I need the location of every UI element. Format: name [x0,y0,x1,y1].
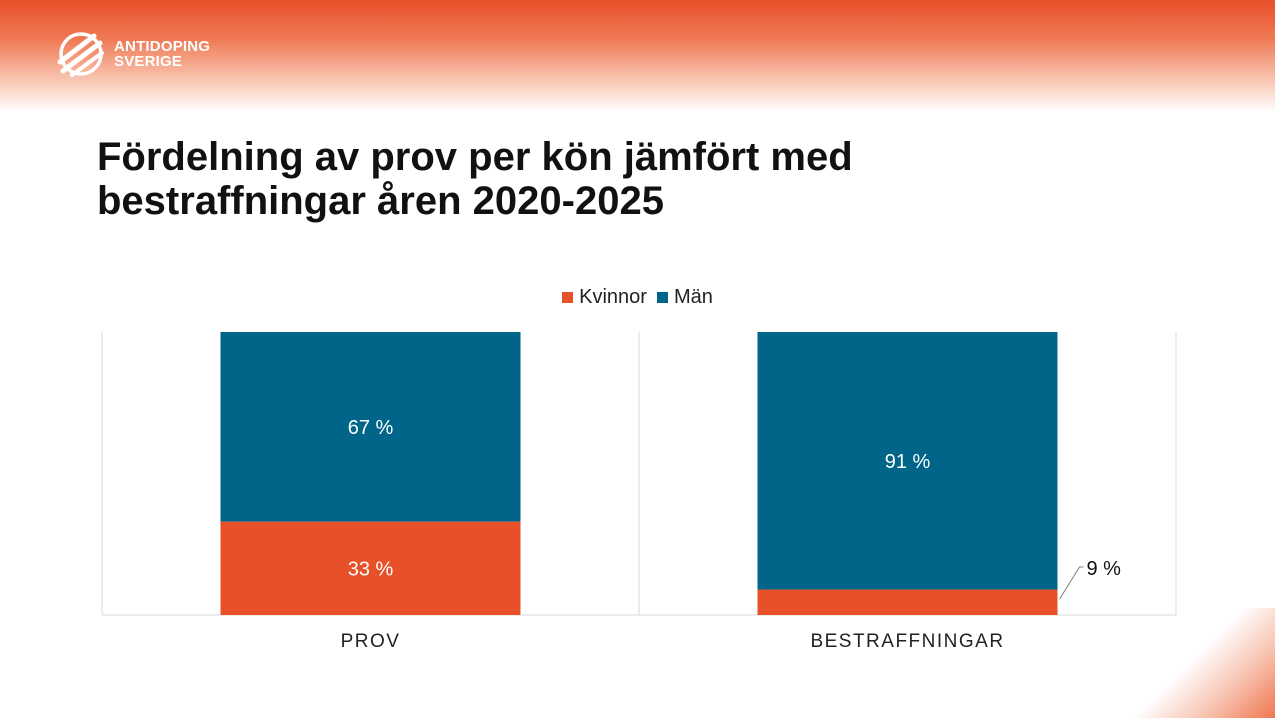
legend-label-kvinnor: Kvinnor [579,286,647,308]
brand-logo: ANTIDOPING SVERIGE [56,31,210,77]
brand-line-2: SVERIGE [114,53,183,70]
data-label-kvinnor-1: 9 % [1087,558,1122,580]
chart-title: Fördelning av prov per kön jämfört med b… [97,135,1097,223]
bar-segment-man-1 [757,332,1058,590]
legend-item-man: Män [656,286,713,309]
data-label-man-1: 91 % [885,451,931,473]
legend-swatch-kvinnor [562,292,574,303]
data-label-kvinnor-0: 33 % [348,558,394,580]
legend-label-man: Män [673,286,713,308]
data-label-man-0: 67 % [348,417,394,439]
data-label-leader-line [1059,566,1084,600]
brand-wordmark: ANTIDOPING SVERIGE [114,39,210,69]
chart-legend: Kvinnor Män [0,286,1275,309]
bar-segment-kvinnor-0 [220,521,521,615]
brand-line-1: ANTIDOPING [114,38,211,55]
antidoping-logo-icon [57,32,104,77]
header-gradient-band [0,0,1275,112]
chart-title-line-1: Fördelning av prov per kön jämfört med [97,135,853,179]
bar-segment-kvinnor-1 [757,589,1058,615]
bar-segment-man-0 [220,332,521,522]
corner-accent [1125,608,1275,718]
x-tick-label-0: PROV [341,631,401,652]
legend-swatch-man [656,292,668,303]
legend-item-kvinnor: Kvinnor [562,286,647,309]
x-tick-label-1: BESTRAFFNINGAR [810,631,1004,652]
chart-title-line-2: bestraffningar åren 2020-2025 [97,179,664,223]
